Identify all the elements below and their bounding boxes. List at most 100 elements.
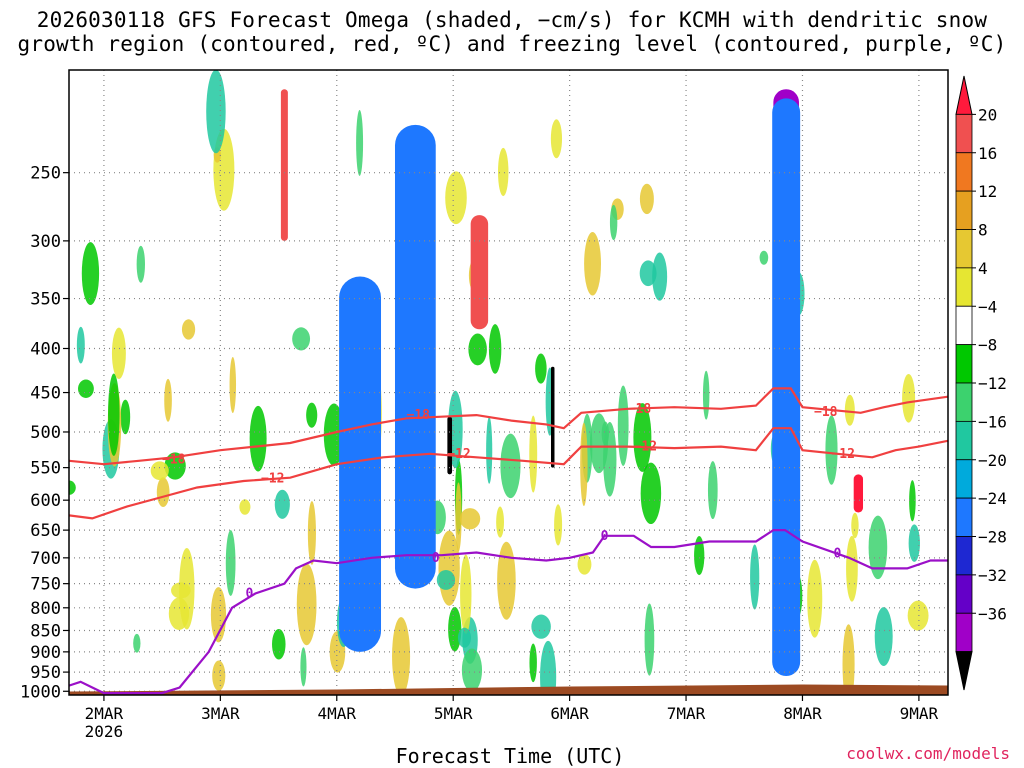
contour-label-dgz-bottom-minus12: −12	[447, 447, 470, 462]
omega-black-5.8mar	[550, 366, 555, 468]
omega-cell	[457, 627, 472, 648]
omega-cell	[633, 403, 652, 472]
omega-cell	[707, 461, 718, 520]
omega-cell	[500, 433, 521, 499]
omega-cell	[531, 614, 551, 639]
ground	[69, 684, 948, 695]
contours: −18 −18 −18 −18 −12 −12 −12 −12 0 0 0 0	[69, 387, 948, 695]
contour-label-freezing-level-0: 0	[246, 587, 254, 602]
y-tick-label-800: 800	[30, 599, 61, 619]
y-tick-label-350: 350	[30, 290, 61, 310]
colorbar-bin	[955, 229, 973, 269]
omega-red-upper-5.2mar	[470, 215, 489, 330]
omega-cell	[249, 405, 267, 472]
omega-cell	[392, 617, 411, 695]
contour-label-freezing-level-0: 0	[833, 547, 841, 562]
omega-cell	[164, 378, 172, 422]
omega-cell	[644, 603, 655, 676]
colorbar-bin	[955, 113, 973, 154]
omega-cell	[603, 422, 617, 497]
omega-cell	[609, 204, 618, 241]
x-tick-label-3MAR: 3MAR	[201, 704, 240, 723]
omega-cell	[640, 462, 662, 525]
y-tick-label-850: 850	[30, 621, 61, 641]
colorbar-bin	[955, 497, 973, 537]
y-tick-label-950: 950	[30, 663, 61, 683]
omega-cell	[639, 260, 657, 287]
omega-cell	[844, 394, 855, 426]
y-tick-label-900: 900	[30, 643, 61, 663]
colorbar-bin	[955, 459, 973, 499]
omega-cell	[461, 648, 483, 692]
omega-cell	[76, 326, 85, 364]
y-tick-label-650: 650	[30, 521, 61, 541]
omega-cell	[212, 660, 226, 691]
omega-cell	[300, 647, 307, 687]
colorbar-bin	[955, 651, 973, 691]
y-tick-label-400: 400	[30, 339, 61, 359]
plot-border	[68, 69, 949, 696]
omega-cell	[156, 477, 170, 508]
y-tick-label-500: 500	[30, 423, 61, 443]
colorbar-bin	[955, 190, 973, 230]
omega-cell	[908, 524, 920, 562]
omega-cell	[807, 559, 823, 638]
omega-black-5mar	[447, 416, 453, 475]
omega-cell	[580, 422, 588, 507]
site-credit: coolwx.com/models	[846, 744, 1010, 763]
omega-cell	[498, 147, 509, 197]
colorbar-bin	[955, 305, 973, 346]
omega-cell	[296, 563, 317, 646]
omega-cell	[181, 319, 196, 340]
omega-cell	[150, 461, 169, 481]
x-tick-label-4MAR: 4MAR	[318, 704, 357, 723]
colorbar-label: −20	[978, 451, 1007, 470]
y-tick-label-600: 600	[30, 491, 61, 511]
colorbar-label: −8	[978, 336, 997, 355]
omega-cell	[529, 643, 537, 683]
omega-cell	[868, 515, 888, 580]
omega-cell	[652, 252, 668, 301]
omega-cell	[179, 547, 195, 630]
colorbar-label: −16	[978, 412, 1007, 431]
omega-cell	[120, 399, 131, 435]
colorbar-label: −32	[978, 566, 1007, 585]
omega-blue-4mar	[339, 276, 382, 652]
contour-label-dgz-top-minus18: −18	[628, 402, 652, 417]
omega-cell	[488, 324, 502, 374]
contour-dgz-top-minus18	[69, 387, 948, 466]
omega-cell	[436, 570, 456, 590]
omega-cell	[907, 600, 929, 631]
omega-cell	[111, 327, 126, 379]
omega-cell	[554, 504, 563, 546]
colorbar-bin	[955, 344, 973, 384]
colorbar-label: 8	[978, 221, 988, 240]
colorbar-bin	[955, 536, 973, 576]
colorbar-label: 12	[978, 182, 997, 201]
omega-cell	[448, 606, 462, 652]
x-tick-label-7MAR: 7MAR	[667, 704, 706, 723]
grid-lines	[69, 70, 948, 695]
colorbar-label: 20	[978, 105, 997, 124]
omega-cell	[272, 629, 286, 660]
colorbar-label: 16	[978, 144, 997, 163]
omega-cell	[909, 480, 916, 522]
colorbar-label: −12	[978, 374, 1007, 393]
omega-cell	[577, 554, 592, 575]
omega-cell	[164, 452, 186, 480]
contour-freezing-level-0	[69, 529, 948, 695]
colorbar-label: −36	[978, 604, 1007, 623]
colorbar-bin	[955, 420, 973, 461]
y-tick-label-750: 750	[30, 575, 61, 595]
ground-surface	[69, 684, 948, 695]
x-tick-label-6MAR: 6MAR	[550, 704, 589, 723]
y-tick-label-450: 450	[30, 384, 61, 404]
omega-cell	[445, 171, 467, 225]
omega-cell	[702, 370, 710, 420]
omega-cell	[108, 373, 120, 456]
contour-label-freezing-level-0: 0	[601, 529, 609, 544]
omega-cell	[550, 119, 563, 159]
colorbar-bin	[955, 574, 973, 614]
omega-cell	[69, 480, 76, 495]
